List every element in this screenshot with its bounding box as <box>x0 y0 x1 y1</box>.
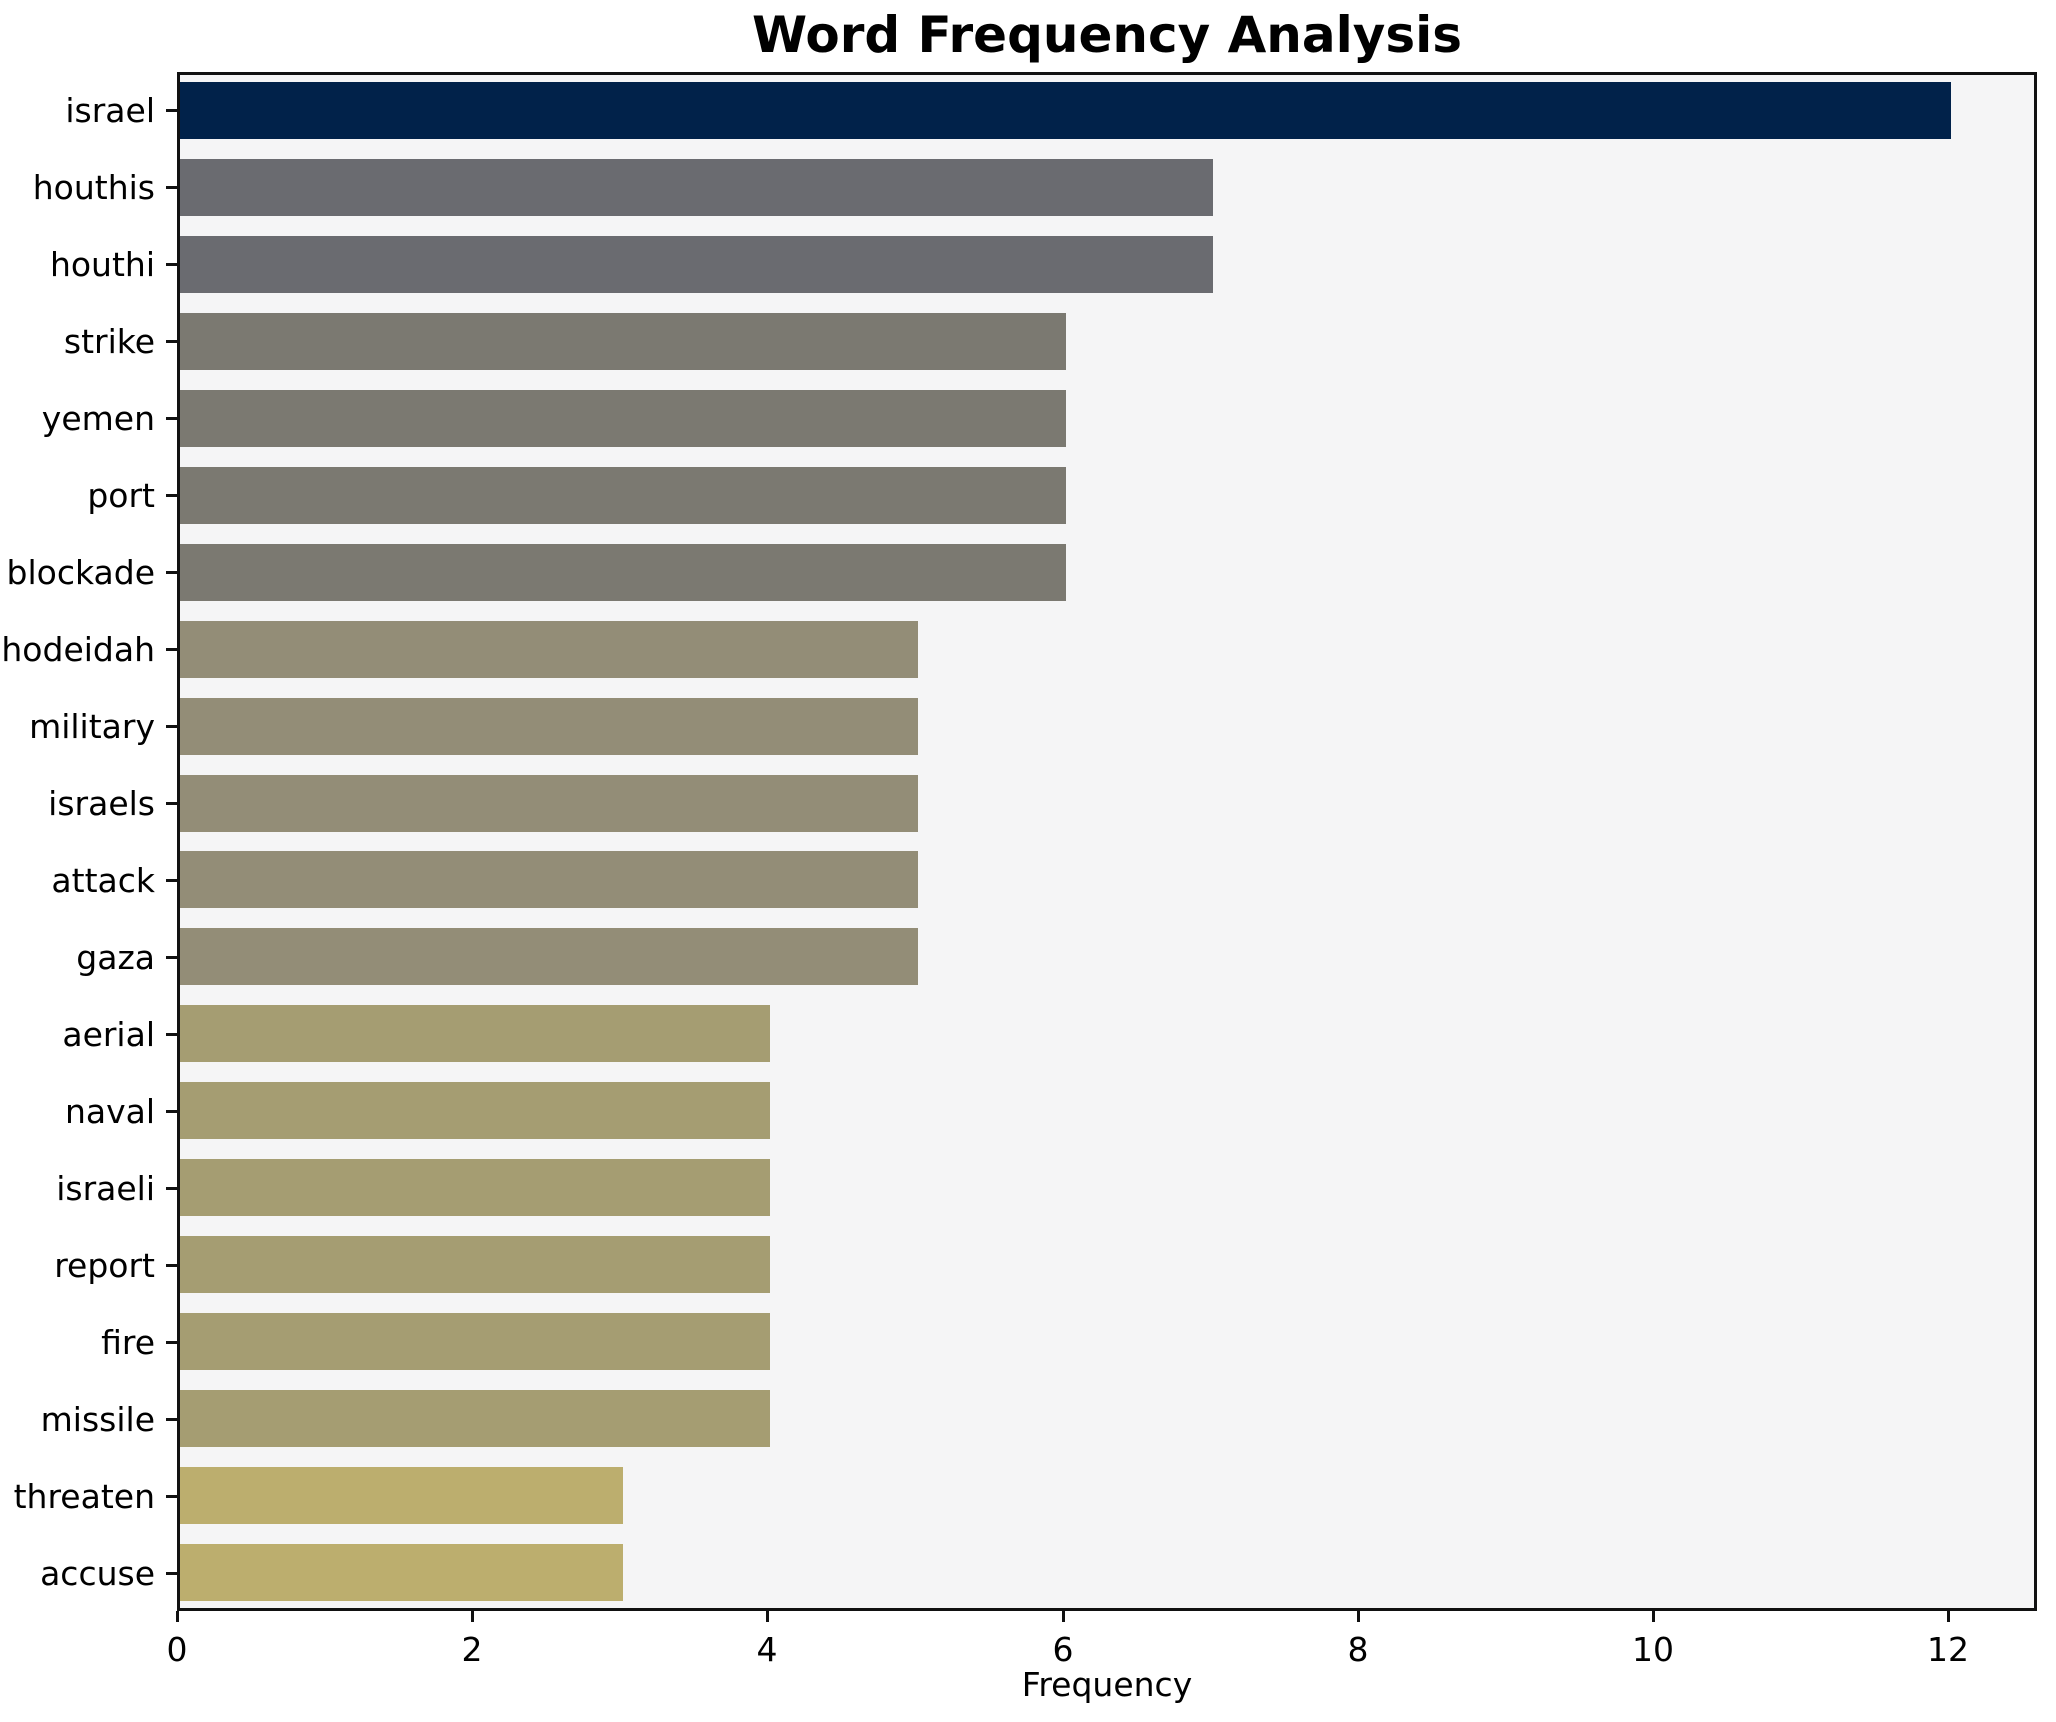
x-tick-label: 2 <box>461 1630 483 1669</box>
plot-area <box>177 72 2037 1611</box>
x-tick-mark <box>1062 1611 1065 1622</box>
frequency-bar <box>180 158 1213 216</box>
x-tick-label: 4 <box>756 1630 778 1669</box>
frequency-bar <box>180 1467 623 1525</box>
category-label: aerial <box>62 1015 155 1054</box>
category-label: israels <box>48 784 155 823</box>
frequency-bar <box>180 928 918 986</box>
y-tick-mark <box>166 1572 177 1575</box>
frequency-bar <box>180 697 918 755</box>
x-tick-mark <box>1357 1611 1360 1622</box>
y-tick-mark <box>166 571 177 574</box>
category-label: blockade <box>6 553 155 592</box>
frequency-bar <box>180 1082 770 1140</box>
y-tick-mark <box>166 1187 177 1190</box>
category-label: threaten <box>13 1477 155 1516</box>
y-tick-mark <box>166 186 177 189</box>
frequency-bar <box>180 1159 770 1217</box>
y-tick-mark <box>166 1110 177 1113</box>
x-tick-mark <box>766 1611 769 1622</box>
x-tick-label: 6 <box>1052 1630 1074 1669</box>
category-label: houthis <box>32 168 155 207</box>
x-axis-label: Frequency <box>1021 1665 1193 1704</box>
frequency-bar <box>180 312 1066 370</box>
category-label: strike <box>63 322 155 361</box>
y-tick-mark <box>166 956 177 959</box>
x-tick-mark <box>471 1611 474 1622</box>
frequency-bar <box>180 1544 623 1602</box>
category-label: houthi <box>49 245 155 284</box>
frequency-bar <box>180 1313 770 1371</box>
frequency-bar <box>180 1390 770 1448</box>
y-tick-mark <box>166 417 177 420</box>
category-label: attack <box>51 861 155 900</box>
frequency-bar <box>180 620 918 678</box>
x-tick-mark <box>1947 1611 1950 1622</box>
y-tick-mark <box>166 263 177 266</box>
frequency-bar <box>180 774 918 832</box>
y-tick-mark <box>166 494 177 497</box>
y-tick-mark <box>166 1264 177 1267</box>
category-label: naval <box>64 1092 155 1131</box>
x-tick-label: 0 <box>166 1630 188 1669</box>
category-label: report <box>54 1246 155 1285</box>
y-tick-mark <box>166 1495 177 1498</box>
x-tick-mark <box>1652 1611 1655 1622</box>
y-tick-mark <box>166 109 177 112</box>
y-tick-mark <box>166 802 177 805</box>
x-tick-mark <box>176 1611 179 1622</box>
y-tick-mark <box>166 725 177 728</box>
y-tick-mark <box>166 1033 177 1036</box>
y-tick-mark <box>166 879 177 882</box>
category-label: military <box>29 707 155 746</box>
category-label: fire <box>101 1323 155 1362</box>
chart-title: Word Frequency Analysis <box>751 6 1463 64</box>
category-label: accuse <box>40 1554 155 1593</box>
x-tick-label: 8 <box>1347 1630 1369 1669</box>
category-label: yemen <box>41 399 155 438</box>
category-label: hodeidah <box>1 630 155 669</box>
y-tick-mark <box>166 340 177 343</box>
frequency-bar <box>180 466 1066 524</box>
category-label: missile <box>40 1400 155 1439</box>
category-label: port <box>87 476 155 515</box>
frequency-bar <box>180 1236 770 1294</box>
y-tick-mark <box>166 1341 177 1344</box>
y-tick-mark <box>166 648 177 651</box>
category-label: gaza <box>76 938 155 977</box>
y-tick-mark <box>166 1418 177 1421</box>
frequency-bar <box>180 389 1066 447</box>
x-tick-label: 12 <box>1927 1630 1969 1669</box>
category-label: israel <box>65 91 155 130</box>
category-label: israeli <box>56 1169 155 1208</box>
frequency-bar <box>180 851 918 909</box>
frequency-bar <box>180 1005 770 1063</box>
x-tick-label: 10 <box>1632 1630 1674 1669</box>
frequency-bar <box>180 543 1066 601</box>
frequency-bar <box>180 235 1213 293</box>
frequency-bar <box>180 81 1951 139</box>
